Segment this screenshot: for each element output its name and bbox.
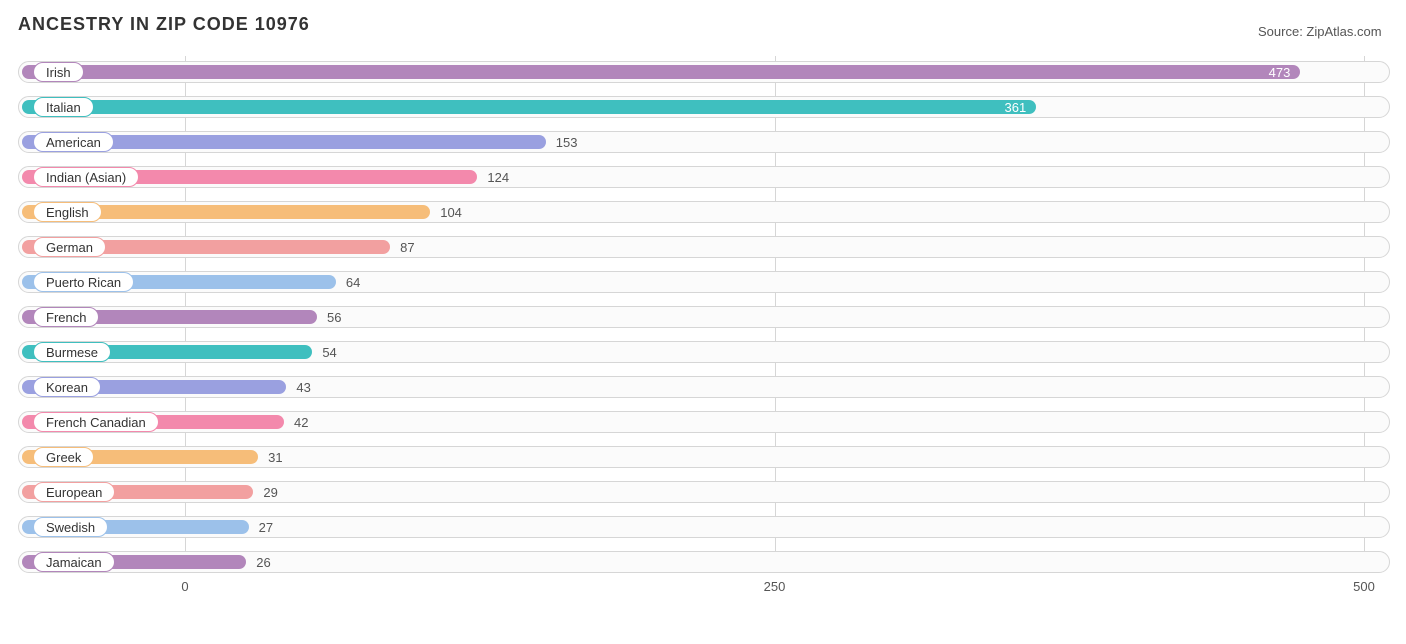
bar-label: Italian [33, 97, 94, 117]
bar-fill [22, 100, 1036, 114]
bar-label: Puerto Rican [33, 272, 134, 292]
bar-value: 31 [268, 450, 282, 465]
bar-value: 361 [1005, 100, 1027, 115]
bar-label: American [33, 132, 114, 152]
bar-value: 473 [1269, 65, 1291, 80]
bar-label: English [33, 202, 102, 222]
chart-container: { "title": { "text": "ANCESTRY IN ZIP CO… [0, 0, 1406, 644]
source-label: Source: ZipAtlas.com [1258, 24, 1382, 39]
plot-area: 0 250 500 473 Irish 361 Italian 153 American 124 I… [18, 56, 1390, 616]
bar-label: European [33, 482, 115, 502]
bar-label: French [33, 307, 99, 327]
x-tick-label: 250 [764, 579, 786, 594]
bar-label: Burmese [33, 342, 111, 362]
bar-value: 87 [400, 240, 414, 255]
bar-value: 56 [327, 310, 341, 325]
bar-value: 27 [259, 520, 273, 535]
bar-value: 43 [296, 380, 310, 395]
chart-title: ANCESTRY IN ZIP CODE 10976 [18, 14, 310, 35]
bar-label: Indian (Asian) [33, 167, 139, 187]
x-tick-label: 500 [1353, 579, 1375, 594]
bar-value: 64 [346, 275, 360, 290]
bar-value: 104 [440, 205, 462, 220]
bar-label: Greek [33, 447, 94, 467]
bar-label: German [33, 237, 106, 257]
bar-label: French Canadian [33, 412, 159, 432]
bar-value: 42 [294, 415, 308, 430]
bar-value: 124 [487, 170, 509, 185]
bar-value: 54 [322, 345, 336, 360]
x-tick-label: 0 [181, 579, 188, 594]
bar-value: 29 [263, 485, 277, 500]
bar-value: 153 [556, 135, 578, 150]
bar-label: Irish [33, 62, 84, 82]
bar-label: Swedish [33, 517, 108, 537]
bar-fill [22, 65, 1300, 79]
bar-label: Jamaican [33, 552, 115, 572]
bar-value: 26 [256, 555, 270, 570]
bar-label: Korean [33, 377, 101, 397]
